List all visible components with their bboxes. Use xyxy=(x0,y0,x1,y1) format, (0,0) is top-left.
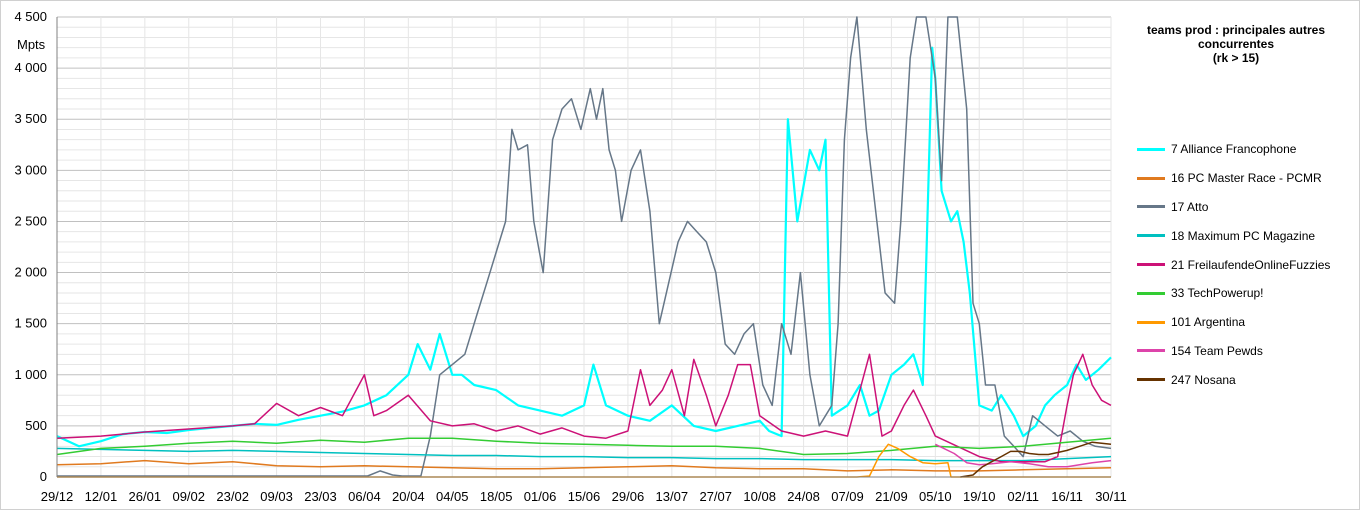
grid xyxy=(56,16,1112,478)
legend-swatch xyxy=(1137,263,1165,267)
legend-item: 154 Team Pewds xyxy=(1137,337,1330,366)
x-tick-label: 30/11 xyxy=(1095,489,1127,504)
chart-title-line: teams prod : principales autres xyxy=(1146,23,1326,37)
legend-swatch xyxy=(1137,147,1165,151)
series-line-7 xyxy=(934,443,1112,468)
x-tick-label: 07/09 xyxy=(831,489,864,504)
series-line-8 xyxy=(960,441,1112,478)
legend-item: 21 FreilaufendeOnlineFuzzies xyxy=(1137,250,1330,279)
legend-swatch xyxy=(1137,176,1165,180)
x-tick-label: 20/04 xyxy=(392,489,425,504)
series-line-2 xyxy=(57,16,1112,477)
legend: 7 Alliance Francophone 16 PC Master Race … xyxy=(1137,135,1330,394)
y-tick-label: 1 000 xyxy=(14,367,47,382)
legend-item: 101 Argentina xyxy=(1137,308,1330,337)
legend-label: 33 TechPowerup! xyxy=(1171,286,1264,301)
legend-swatch xyxy=(1137,291,1165,295)
legend-swatch xyxy=(1137,378,1165,382)
legend-label: 18 Maximum PC Magazine xyxy=(1171,228,1316,243)
legend-label: 154 Team Pewds xyxy=(1171,343,1263,358)
legend-swatch xyxy=(1137,234,1165,238)
x-tick-label: 02/11 xyxy=(1007,489,1039,504)
x-tick-label: 19/10 xyxy=(963,489,996,504)
series-line-4 xyxy=(56,353,1112,463)
legend-item: 247 Nosana xyxy=(1137,365,1330,394)
x-tick-label: 27/07 xyxy=(699,489,732,504)
x-tick-label: 23/03 xyxy=(304,489,337,504)
x-tick-label: 12/01 xyxy=(85,489,118,504)
chart-title: teams prod : principales autres concurren… xyxy=(1121,23,1351,65)
x-tick-label: 26/01 xyxy=(129,489,162,504)
y-tick-label: 3 000 xyxy=(14,162,47,177)
unit-label: Mpts xyxy=(17,37,46,52)
x-tick-label: 04/05 xyxy=(436,489,469,504)
x-tick-label: 29/12 xyxy=(41,489,74,504)
y-tick-label: 4 000 xyxy=(14,60,47,75)
x-tick-label: 24/08 xyxy=(787,489,820,504)
x-tick-label: 29/06 xyxy=(612,489,645,504)
legend-label: 101 Argentina xyxy=(1171,315,1246,330)
x-tick-label: 10/08 xyxy=(743,489,776,504)
x-tick-label: 06/04 xyxy=(348,489,381,504)
y-tick-label: 3 500 xyxy=(14,111,47,126)
axes: 0 500 1 000 1 500 2 000 2 500 3 000 3 500 4 000 4… xyxy=(14,9,1126,504)
x-tick-label: 21/09 xyxy=(875,489,908,504)
x-tick-label: 16/11 xyxy=(1051,489,1083,504)
legend-swatch xyxy=(1137,349,1165,353)
series-line-0 xyxy=(56,46,1112,448)
y-tick-label: 2 500 xyxy=(14,213,47,228)
legend-swatch xyxy=(1137,320,1165,324)
legend-swatch xyxy=(1137,205,1165,209)
series-line-5 xyxy=(56,437,1112,456)
legend-label: 21 FreilaufendeOnlineFuzzies xyxy=(1171,257,1331,272)
chart-title-line: (rk > 15) xyxy=(1212,51,1260,65)
legend-item: 33 TechPowerup! xyxy=(1137,279,1330,308)
y-tick-label: 1 500 xyxy=(14,316,47,331)
y-tick-label: 2 000 xyxy=(14,265,47,280)
x-tick-label: 23/02 xyxy=(216,489,249,504)
x-tick-label: 18/05 xyxy=(480,489,513,504)
legend-label: 7 Alliance Francophone xyxy=(1171,142,1297,157)
x-tick-label: 13/07 xyxy=(656,489,689,504)
legend-item: 7 Alliance Francophone xyxy=(1137,135,1330,164)
y-tick-label: 500 xyxy=(25,418,47,433)
legend-item: 18 Maximum PC Magazine xyxy=(1137,221,1330,250)
legend-label: 247 Nosana xyxy=(1171,372,1236,387)
legend-item: 16 PC Master Race - PCMR xyxy=(1137,164,1330,193)
y-tick-label: 0 xyxy=(40,469,47,484)
series-line-3 xyxy=(56,447,1112,462)
x-tick-label: 01/06 xyxy=(524,489,557,504)
series-line-1 xyxy=(56,459,1112,472)
x-tick-label: 15/06 xyxy=(568,489,601,504)
x-tick-label: 09/03 xyxy=(260,489,293,504)
y-tick-label: 4 500 xyxy=(14,9,47,24)
chart-title-line: concurrentes xyxy=(1197,37,1275,51)
x-tick-label: 09/02 xyxy=(172,489,205,504)
legend-label: 17 Atto xyxy=(1171,199,1209,214)
x-tick-label: 05/10 xyxy=(919,489,952,504)
legend-item: 17 Atto xyxy=(1137,193,1330,222)
legend-label: 16 PC Master Race - PCMR xyxy=(1171,171,1322,186)
